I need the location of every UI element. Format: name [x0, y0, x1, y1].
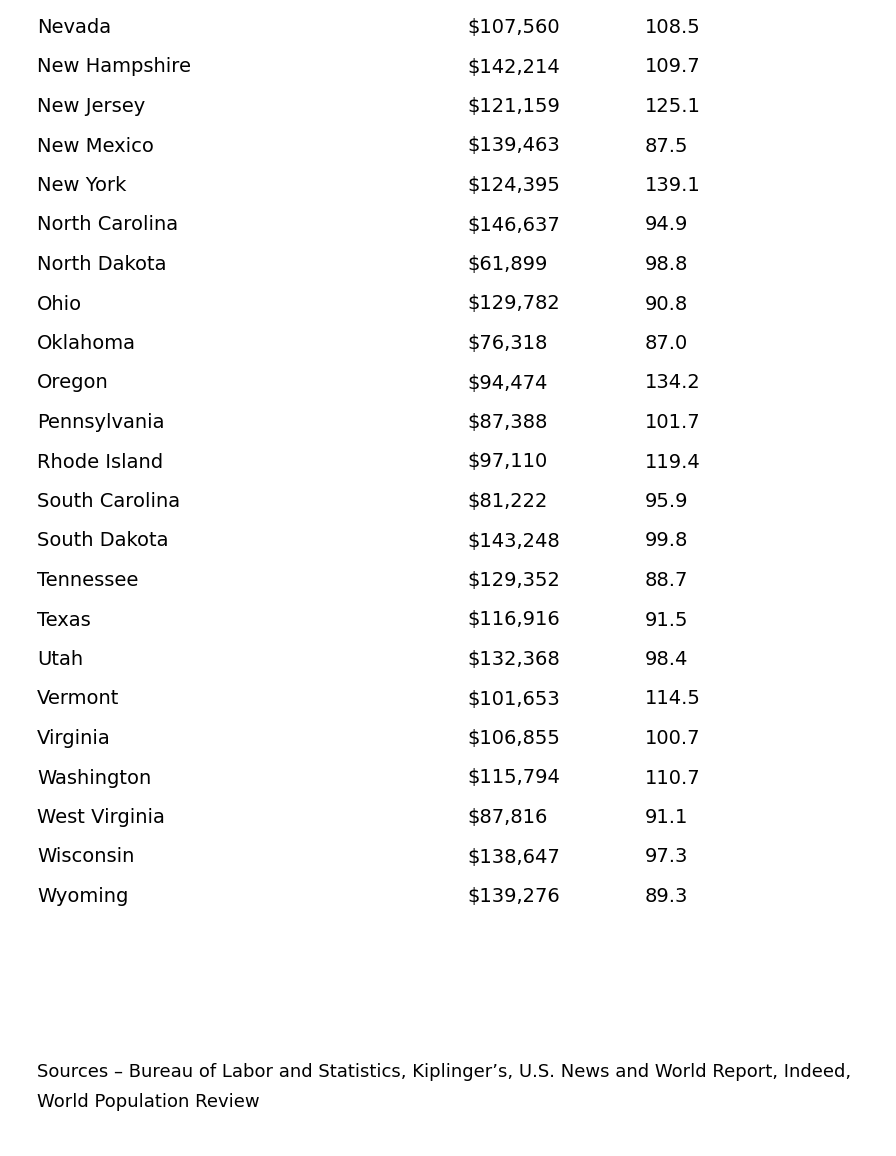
Text: South Dakota: South Dakota [37, 532, 168, 550]
Text: $61,899: $61,899 [467, 255, 547, 274]
Text: 90.8: 90.8 [645, 295, 688, 313]
Text: 108.5: 108.5 [645, 18, 701, 37]
Text: 97.3: 97.3 [645, 847, 688, 867]
Text: West Virginia: West Virginia [37, 808, 165, 827]
Text: 119.4: 119.4 [645, 452, 701, 472]
Text: 99.8: 99.8 [645, 532, 688, 550]
Text: Wisconsin: Wisconsin [37, 847, 134, 867]
Text: Washington: Washington [37, 769, 151, 787]
Text: $138,647: $138,647 [467, 847, 560, 867]
Text: 98.4: 98.4 [645, 650, 688, 669]
Text: World Population Review: World Population Review [37, 1094, 260, 1111]
Text: Rhode Island: Rhode Island [37, 452, 163, 472]
Text: Wyoming: Wyoming [37, 887, 128, 906]
Text: Oklahoma: Oklahoma [37, 334, 136, 353]
Text: $97,110: $97,110 [467, 452, 547, 472]
Text: Utah: Utah [37, 650, 83, 669]
Text: $129,352: $129,352 [467, 571, 560, 590]
Text: Sources – Bureau of Labor and Statistics, Kiplinger’s, U.S. News and World Repor: Sources – Bureau of Labor and Statistics… [37, 1064, 851, 1081]
Text: Texas: Texas [37, 610, 90, 630]
Text: $143,248: $143,248 [467, 532, 560, 550]
Text: Virginia: Virginia [37, 729, 111, 748]
Text: $132,368: $132,368 [467, 650, 560, 669]
Text: $146,637: $146,637 [467, 215, 560, 235]
Text: 101.7: 101.7 [645, 413, 701, 432]
Text: $76,318: $76,318 [467, 334, 547, 353]
Text: Pennsylvania: Pennsylvania [37, 413, 165, 432]
Text: Ohio: Ohio [37, 295, 82, 313]
Text: New Mexico: New Mexico [37, 136, 154, 156]
Text: $87,388: $87,388 [467, 413, 547, 432]
Text: 95.9: 95.9 [645, 492, 688, 511]
Text: 125.1: 125.1 [645, 97, 701, 116]
Text: $106,855: $106,855 [467, 729, 560, 748]
Text: 100.7: 100.7 [645, 729, 701, 748]
Text: Vermont: Vermont [37, 689, 119, 709]
Text: North Carolina: North Carolina [37, 215, 178, 235]
Text: $94,474: $94,474 [467, 373, 547, 393]
Text: 88.7: 88.7 [645, 571, 688, 590]
Text: North Dakota: North Dakota [37, 255, 167, 274]
Text: 110.7: 110.7 [645, 769, 701, 787]
Text: 109.7: 109.7 [645, 58, 701, 76]
Text: 98.8: 98.8 [645, 255, 688, 274]
Text: $129,782: $129,782 [467, 295, 560, 313]
Text: Tennessee: Tennessee [37, 571, 138, 590]
Text: 134.2: 134.2 [645, 373, 701, 393]
Text: New Jersey: New Jersey [37, 97, 145, 116]
Text: New Hampshire: New Hampshire [37, 58, 191, 76]
Text: $139,276: $139,276 [467, 887, 560, 906]
Text: $142,214: $142,214 [467, 58, 560, 76]
Text: $115,794: $115,794 [467, 769, 560, 787]
Text: $116,916: $116,916 [467, 610, 560, 630]
Text: 94.9: 94.9 [645, 215, 688, 235]
Text: Nevada: Nevada [37, 18, 111, 37]
Text: $107,560: $107,560 [467, 18, 560, 37]
Text: $87,816: $87,816 [467, 808, 547, 827]
Text: 87.5: 87.5 [645, 136, 688, 156]
Text: $101,653: $101,653 [467, 689, 560, 709]
Text: 87.0: 87.0 [645, 334, 688, 353]
Text: 91.5: 91.5 [645, 610, 688, 630]
Text: $81,222: $81,222 [467, 492, 547, 511]
Text: 89.3: 89.3 [645, 887, 688, 906]
Text: Oregon: Oregon [37, 373, 108, 393]
Text: 91.1: 91.1 [645, 808, 688, 827]
Text: New York: New York [37, 176, 126, 195]
Text: $121,159: $121,159 [467, 97, 560, 116]
Text: 114.5: 114.5 [645, 689, 701, 709]
Text: $139,463: $139,463 [467, 136, 560, 156]
Text: $124,395: $124,395 [467, 176, 560, 195]
Text: 139.1: 139.1 [645, 176, 701, 195]
Text: South Carolina: South Carolina [37, 492, 180, 511]
